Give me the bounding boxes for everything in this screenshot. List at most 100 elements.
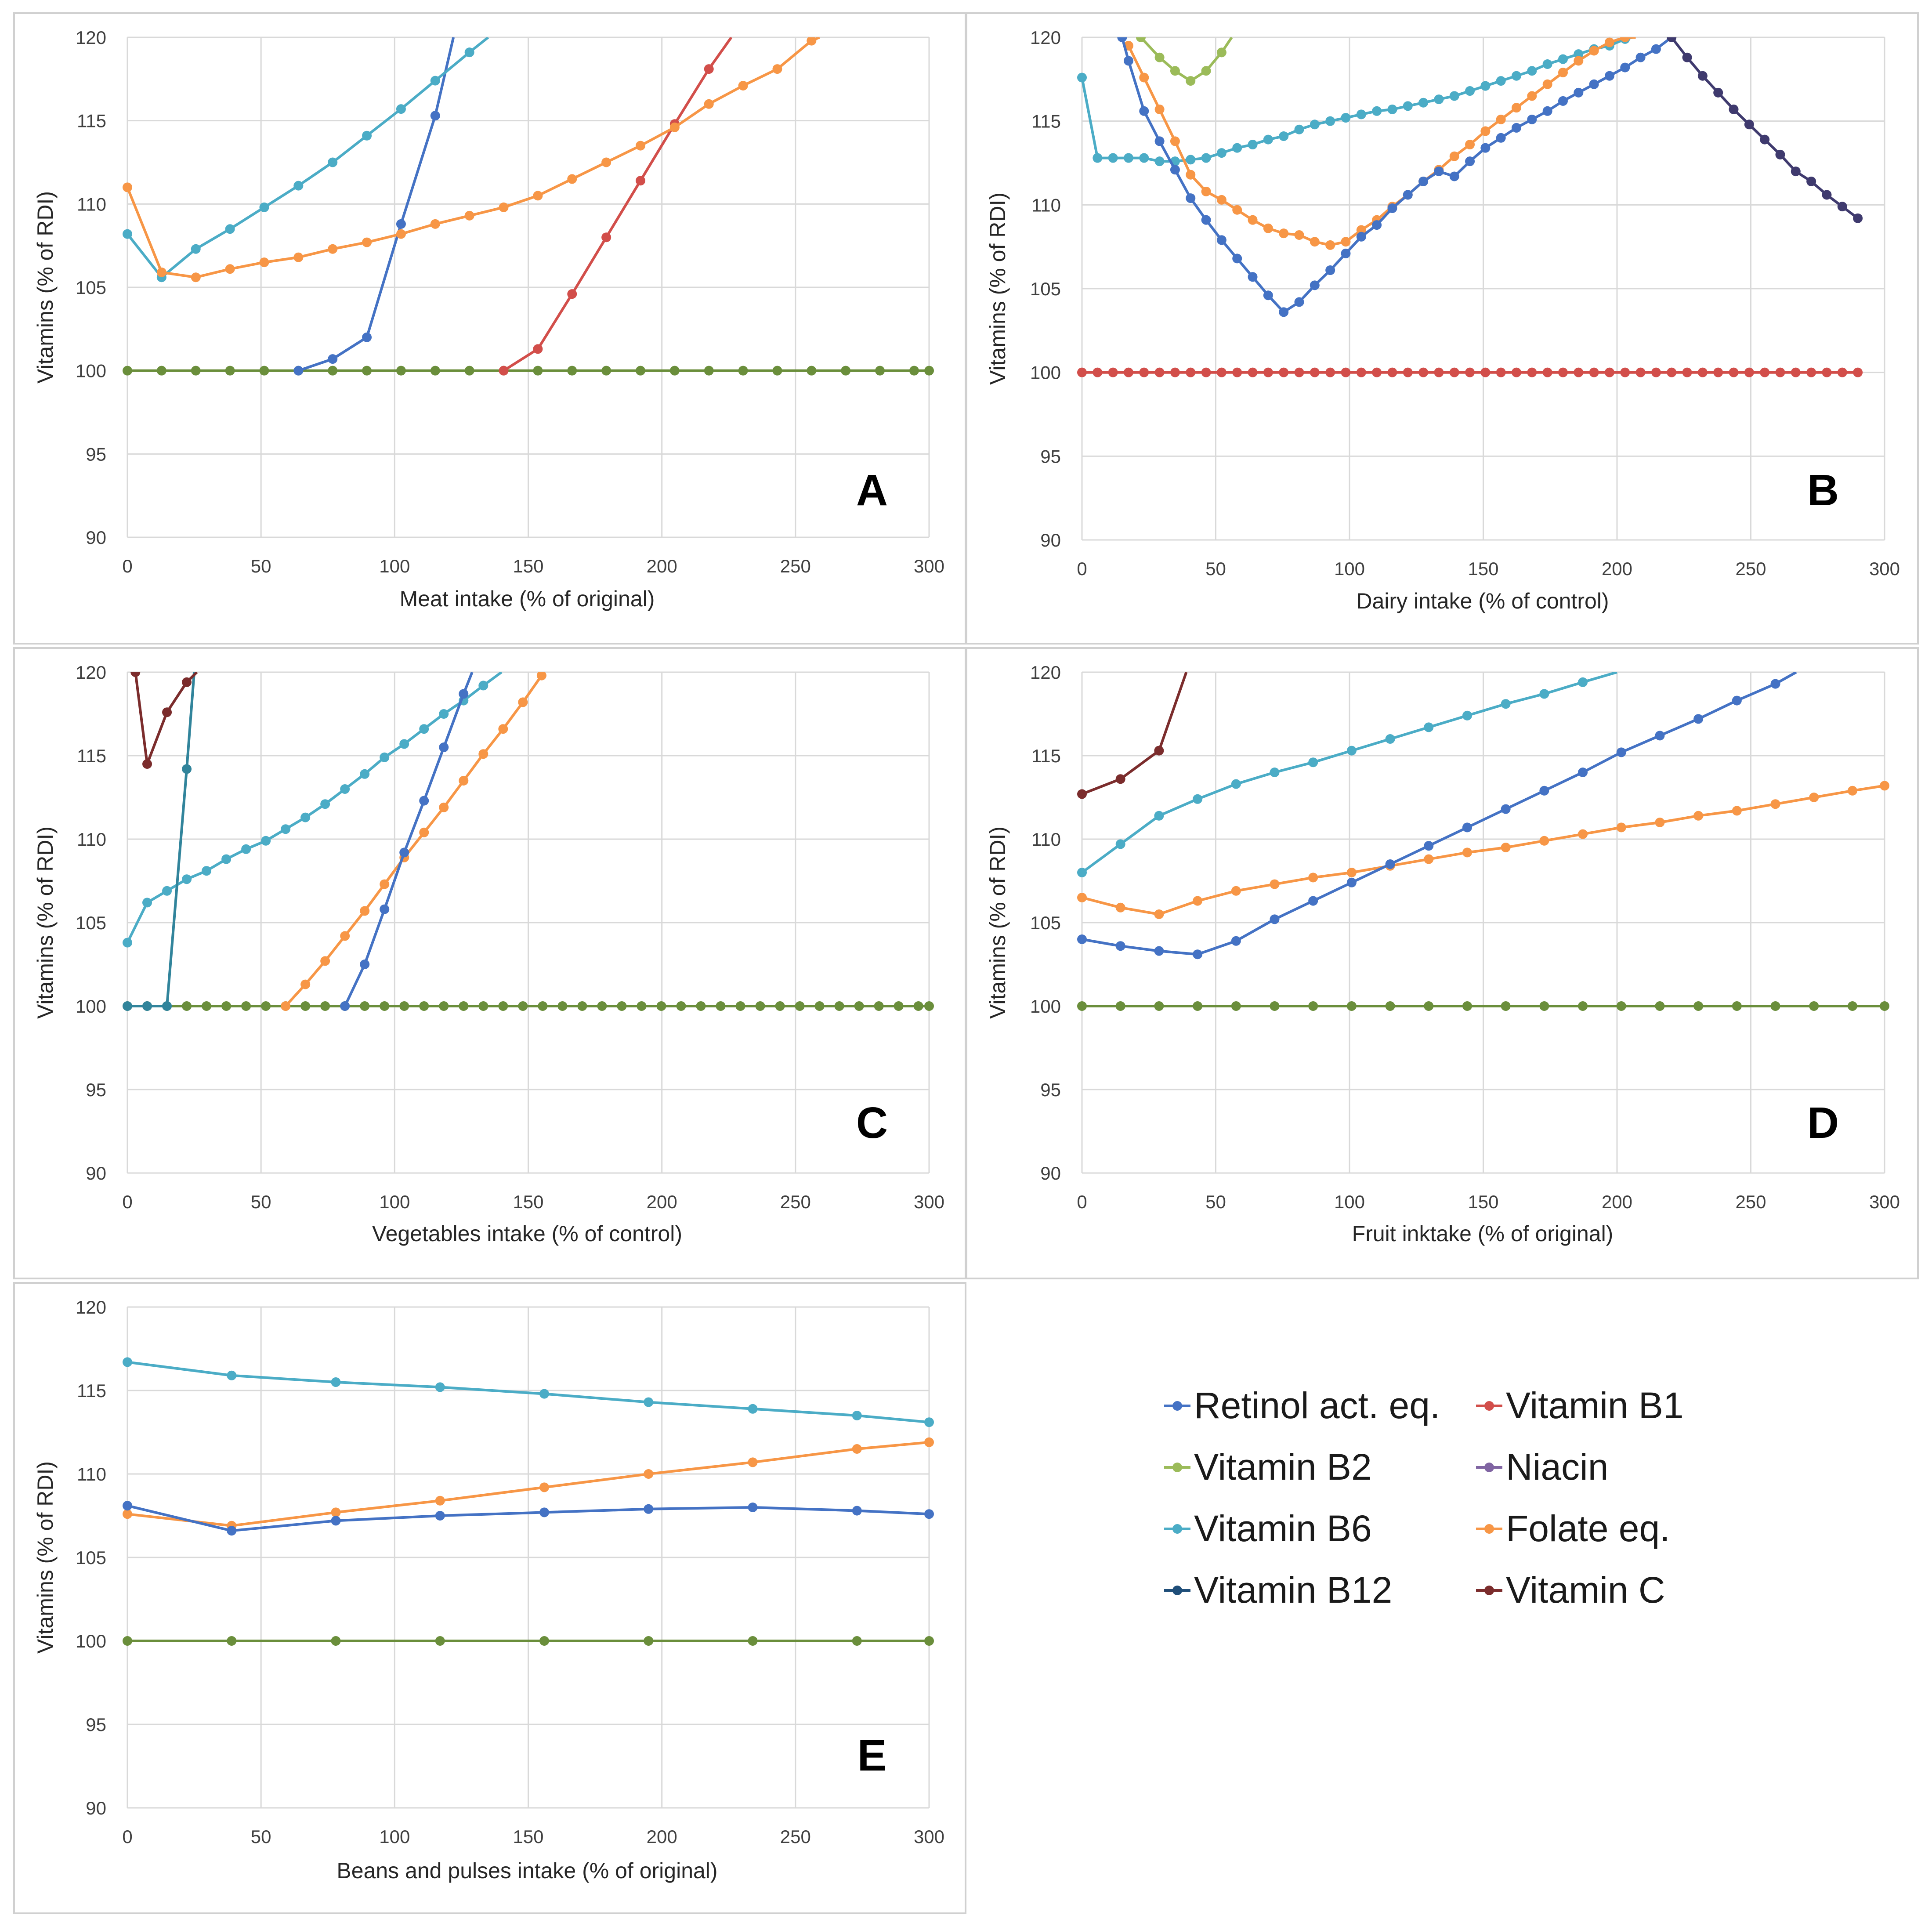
data-point-vitamin-b2 xyxy=(227,1636,237,1646)
data-point-vitamin-c xyxy=(1115,774,1125,784)
x-tick-label: 0 xyxy=(1077,558,1087,579)
legend-retinol-act-eq-label: Retinol act. eq. xyxy=(1194,1385,1440,1426)
data-point-retinol-act-eq xyxy=(1418,176,1429,186)
x-tick-label: 50 xyxy=(251,1191,271,1212)
data-point-folate-eq xyxy=(1542,79,1552,89)
data-point-vitamin-b6 xyxy=(1418,98,1429,108)
data-point-vitamin-b12 xyxy=(1729,104,1739,114)
x-tick-label: 50 xyxy=(251,556,271,576)
data-point-vitamin-b6 xyxy=(1077,72,1087,83)
data-point-vitamin-b12 xyxy=(1853,213,1863,223)
data-point-vitamin-b2 xyxy=(241,1001,251,1011)
data-point-vitamin-b6 xyxy=(1232,143,1242,153)
data-point-retinol-act-eq xyxy=(396,219,406,229)
data-point-vitamin-b6 xyxy=(539,1389,549,1399)
series-line-folate-eq xyxy=(1127,37,1636,246)
data-point-retinol-act-eq xyxy=(1770,679,1780,689)
data-point-vitamin-b6 xyxy=(1574,49,1584,59)
data-point-retinol-act-eq xyxy=(1308,896,1318,906)
data-point-vitamin-b12 xyxy=(162,1001,172,1011)
data-point-folate-eq xyxy=(498,724,508,734)
data-point-vitamin-b2 xyxy=(300,1001,311,1011)
data-point-folate-eq xyxy=(1620,37,1630,42)
legend-niacin-label: Niacin xyxy=(1506,1446,1608,1488)
data-point-vitamin-b1 xyxy=(1403,367,1413,377)
data-point-vitamin-b1 xyxy=(1775,367,1785,377)
data-point-folate-eq xyxy=(1193,896,1203,906)
data-point-vitamin-b6 xyxy=(1512,71,1522,81)
data-point-retinol-act-eq xyxy=(1279,307,1289,317)
data-point-vitamin-b2 xyxy=(852,1636,862,1646)
data-point-vitamin-b1 xyxy=(1542,367,1552,377)
data-point-vitamin-b6 xyxy=(300,812,311,822)
data-point-vitamin-b2 xyxy=(1539,1001,1549,1011)
data-point-retinol-act-eq xyxy=(1651,44,1661,54)
data-point-folate-eq xyxy=(1527,91,1537,101)
x-tick-label: 0 xyxy=(122,1826,132,1847)
data-point-vitamin-b2 xyxy=(1809,1001,1819,1011)
data-point-vitamin-b2 xyxy=(1732,1001,1742,1011)
data-point-vitamin-b2 xyxy=(1655,1001,1665,1011)
data-point-vitamin-b6 xyxy=(362,130,372,141)
data-point-retinol-act-eq xyxy=(1449,171,1459,181)
data-point-vitamin-b2 xyxy=(748,1636,758,1646)
data-point-retinol-act-eq xyxy=(360,960,370,969)
y-tick-label: 105 xyxy=(1030,912,1061,933)
data-point-retinol-act-eq xyxy=(1294,297,1304,307)
data-point-folate-eq xyxy=(852,1444,862,1454)
data-point-retinol-act-eq xyxy=(1356,232,1366,242)
data-point-vitamin-b6 xyxy=(123,938,132,948)
x-tick-label: 300 xyxy=(1869,1191,1900,1212)
data-point-retinol-act-eq xyxy=(1501,804,1511,814)
data-point-vitamin-b6 xyxy=(1139,153,1149,163)
x-tick-label: 150 xyxy=(1468,1191,1498,1212)
data-point-vitamin-b2 xyxy=(435,1636,445,1646)
data-point-folate-eq xyxy=(1770,799,1780,809)
data-point-vitamin-b6 xyxy=(1346,746,1357,756)
data-point-folate-eq xyxy=(1279,228,1289,239)
data-point-vitamin-b1 xyxy=(1449,367,1459,377)
data-point-vitamin-b2 xyxy=(156,366,166,376)
data-point-vitamin-b2 xyxy=(259,366,269,376)
data-point-vitamin-b2 xyxy=(478,1001,488,1011)
chart-panel-e: 90 95 100 105 110 115 120 0 50 100 150 200 250 300 Bea… xyxy=(13,1282,966,1914)
data-point-folate-eq xyxy=(1604,37,1614,47)
data-point-folate-eq xyxy=(539,1482,549,1492)
data-point-vitamin-b2 xyxy=(577,1001,587,1011)
y-tick-label: 110 xyxy=(77,1464,106,1485)
data-point-vitamin-b6 xyxy=(331,1377,341,1387)
data-point-folate-eq xyxy=(1346,868,1357,877)
data-point-folate-eq xyxy=(380,879,390,889)
data-point-vitamin-b2 xyxy=(1186,76,1196,86)
data-point-retinol-act-eq xyxy=(399,847,409,858)
series-line-retinol-act-eq xyxy=(298,37,455,372)
data-point-vitamin-b1 xyxy=(1496,367,1506,377)
data-point-vitamin-b1 xyxy=(1713,367,1723,377)
data-point-retinol-act-eq xyxy=(1310,280,1320,290)
data-point-vitamin-b6 xyxy=(261,836,271,846)
y-tick-label: 100 xyxy=(76,996,106,1017)
data-point-retinol-act-eq xyxy=(419,796,429,806)
x-tick-label: 200 xyxy=(1602,558,1632,579)
y-tick-label: 120 xyxy=(1030,662,1061,683)
data-point-vitamin-b2 xyxy=(1154,52,1165,62)
data-point-vitamin-b2 xyxy=(696,1001,706,1011)
data-point-vitamin-b1 xyxy=(1744,367,1754,377)
data-point-retinol-act-eq xyxy=(1635,52,1646,62)
legend-vitamin-b2-marker xyxy=(1172,1463,1182,1472)
series-layer xyxy=(123,672,934,1011)
data-point-vitamin-b2 xyxy=(1308,1001,1318,1011)
data-point-retinol-act-eq xyxy=(1542,106,1552,116)
data-point-vitamin-b2 xyxy=(772,366,782,376)
data-point-vitamin-b12 xyxy=(1713,87,1723,98)
series-layer xyxy=(123,37,934,376)
series-line-folate-eq xyxy=(1082,784,1885,916)
data-point-retinol-act-eq xyxy=(1424,841,1434,851)
data-point-vitamin-b6 xyxy=(259,202,269,212)
panel-frame xyxy=(13,12,966,645)
data-point-vitamin-b6 xyxy=(1403,101,1413,111)
data-point-vitamin-b2 xyxy=(123,1636,132,1646)
data-point-folate-eq xyxy=(1216,195,1226,205)
data-point-vitamin-b1 xyxy=(1108,367,1118,377)
y-tick-label: 110 xyxy=(1031,195,1061,215)
